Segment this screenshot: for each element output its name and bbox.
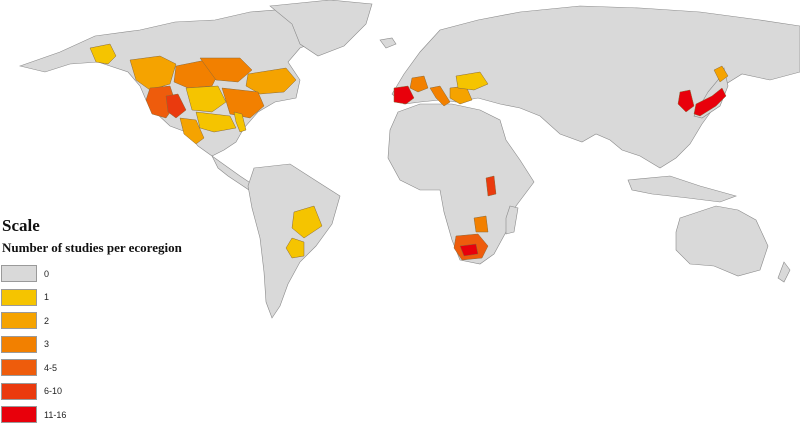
region-black-sea [455,71,489,91]
region-florida [233,111,247,133]
legend-label: 2 [44,315,50,326]
southeast-asia-islands [627,175,737,203]
region-hudson [199,57,253,83]
region-france [409,75,429,93]
legend-label: 4-5 [44,362,58,373]
legend-swatch [1,382,37,400]
legend-title: Scale [2,216,40,235]
region-california [165,93,187,119]
region-hokkaido [713,65,729,83]
region-korea [677,89,695,113]
legend-item: 0 [0,262,260,286]
legend-item: 4-5 [0,356,260,380]
region-mozambique [473,215,489,233]
region-iberia [393,85,415,105]
region-us-central [185,85,227,113]
legend-subtitle: Number of studies per ecoregion [2,240,182,255]
legend-swatch [1,288,37,306]
study-regions [89,43,729,261]
africa [387,103,535,265]
region-italy [429,85,451,107]
iceland [379,37,397,49]
legend-label: 6-10 [44,386,63,397]
legend-swatch [1,335,37,353]
new-zealand [777,261,791,283]
region-mexico [179,117,205,145]
legend-swatch [1,406,37,424]
legend-swatch [1,265,37,283]
legend-item: 2 [0,309,260,333]
region-pampas [285,237,305,259]
region-east-africa [485,175,497,197]
legend-swatch [1,359,37,377]
legend-rows: 0 1 2 3 4-5 6-10 11-16 [0,262,260,427]
eurasia [391,5,800,169]
region-japan [693,87,727,117]
legend-label: 3 [44,339,50,350]
legend-item: 3 [0,333,260,357]
region-canada-east [245,67,297,95]
legend-label: 11-16 [44,409,67,420]
legend-item: 1 [0,286,260,310]
greenland [269,0,373,57]
region-alaska [89,43,117,65]
region-canada-west [129,55,177,91]
world-map [18,0,800,319]
legend: Scale Number of studies per ecoregion 0 1… [0,216,260,427]
region-brazil [291,205,323,239]
legend-item: 6-10 [0,380,260,404]
legend-swatch [1,312,37,330]
region-us-east [221,87,265,119]
region-cape [459,243,479,257]
legend-item: 11-16 [0,403,260,427]
region-us-south [195,111,237,133]
madagascar [505,205,519,235]
australia [675,205,769,277]
legend-label: 0 [44,268,50,279]
legend-label: 1 [44,292,50,303]
